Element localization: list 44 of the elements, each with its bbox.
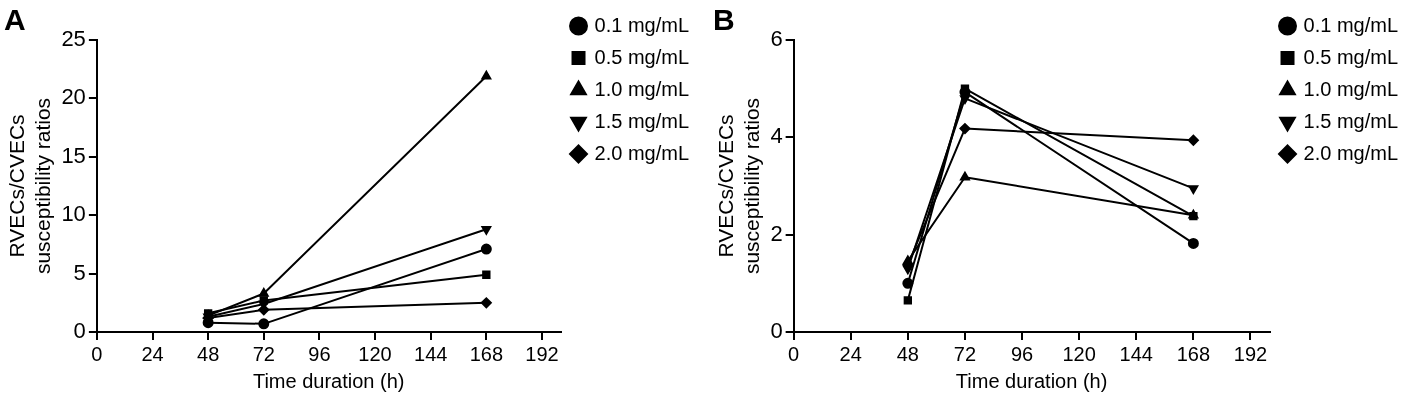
x-tick-label: 192 — [525, 342, 559, 365]
legend-label: 1.5 mg/mL — [594, 109, 689, 132]
y-tick-label: 0 — [73, 318, 86, 344]
x-tick-label: 72 — [252, 342, 275, 365]
x-tick-label: 0 — [788, 342, 800, 365]
chart-title: A — [4, 3, 26, 37]
y-tick-label: 4 — [770, 123, 783, 149]
y-axis-title: RVECs/CVECs susceptibility ratios — [714, 97, 763, 275]
legend-label: 2.0 mg/mL — [594, 141, 689, 164]
x-tick-label: 120 — [358, 342, 392, 365]
y-tick-label: 0 — [770, 318, 783, 344]
x-tick-label: 120 — [1062, 342, 1096, 365]
chart-title: B — [713, 3, 735, 37]
legend-label: 1.0 mg/mL — [594, 77, 689, 100]
x-tick-label: 144 — [414, 342, 448, 365]
x-tick-label: 48 — [197, 342, 220, 365]
legend-label: 0.1 mg/mL — [1303, 13, 1398, 36]
y-tick-label: 2 — [770, 220, 783, 246]
y-tick-label: 6 — [770, 26, 783, 52]
y-tick-label: 25 — [61, 26, 86, 52]
x-tick-label: 0 — [91, 342, 103, 365]
x-tick-label: 96 — [308, 342, 331, 365]
y-tick-label: 20 — [61, 84, 86, 110]
x-tick-label: 168 — [1176, 342, 1211, 365]
legend-label: 2.0 mg/mL — [1303, 141, 1398, 164]
y-tick-label: 10 — [61, 201, 86, 227]
x-tick-label: 168 — [469, 342, 504, 365]
y-tick-label: 15 — [61, 142, 86, 168]
x-tick-label: 144 — [1119, 342, 1153, 365]
x-tick-label: 192 — [1233, 342, 1268, 365]
x-tick-label: 96 — [1010, 342, 1034, 365]
y-axis-title: RVECs/CVECs susceptibility ratios — [5, 97, 54, 275]
x-tick-label: 24 — [839, 342, 862, 365]
y-tick-label: 5 — [73, 259, 86, 285]
legend-label: 0.5 mg/mL — [594, 45, 689, 68]
legend-label: 1.0 mg/mL — [1303, 77, 1398, 100]
x-tick-label: 72 — [953, 342, 977, 365]
legend-label: 0.5 mg/mL — [1303, 45, 1398, 68]
legend-label: 0.1 mg/mL — [594, 13, 689, 36]
x-tick-label: 24 — [141, 342, 164, 365]
x-tick-label: 48 — [896, 342, 919, 365]
legend-label: 1.5 mg/mL — [1303, 109, 1398, 132]
x-axis-title: Time duration (h) — [252, 369, 405, 392]
x-axis-title: Time duration (h) — [955, 369, 1108, 392]
